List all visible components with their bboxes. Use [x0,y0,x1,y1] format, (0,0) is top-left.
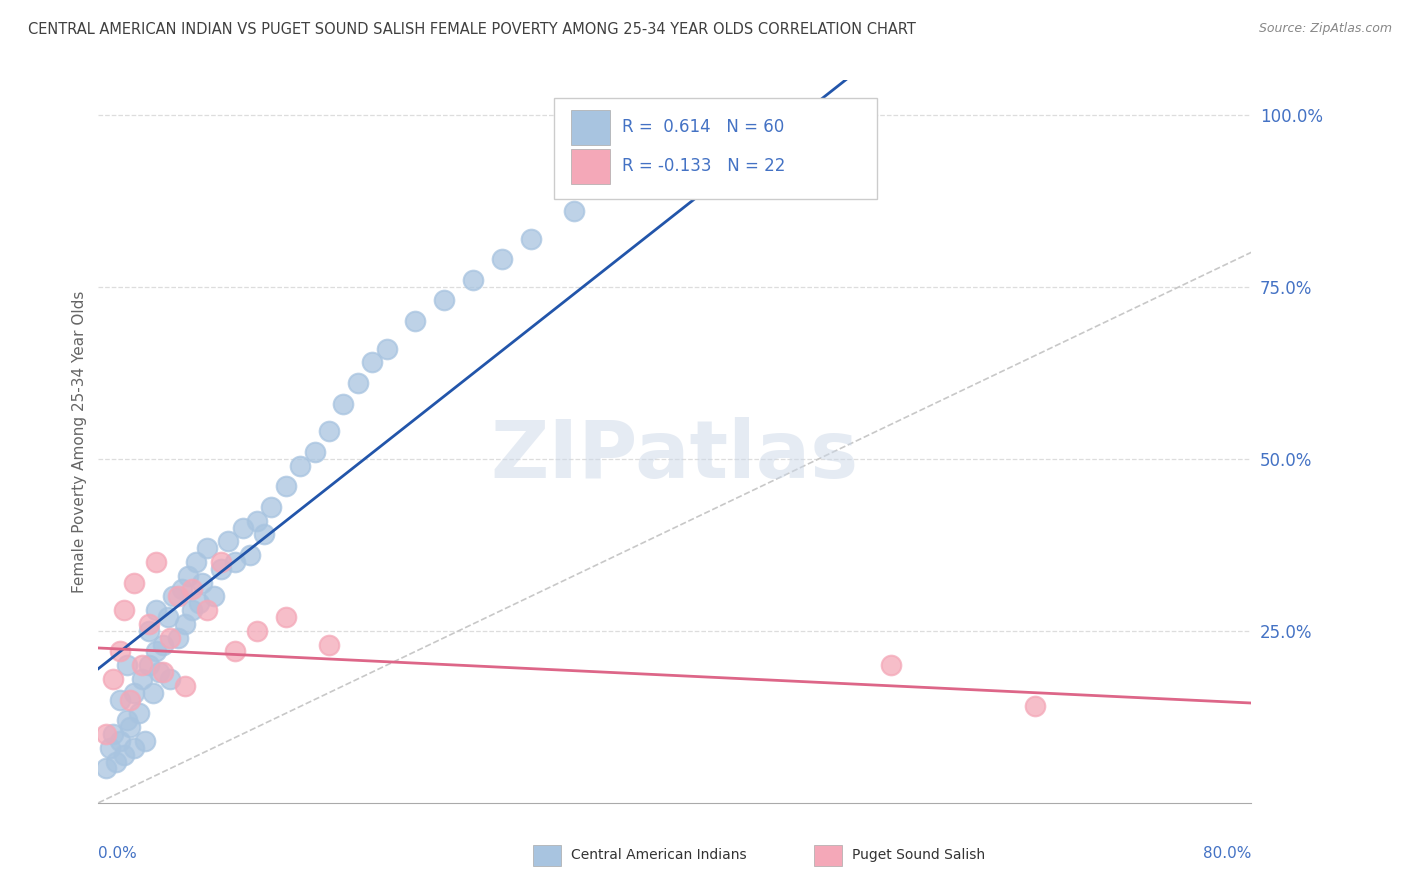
Point [181,603,204,617]
Point [131,672,153,686]
Point [98,740,121,755]
Point [224,555,246,569]
Point [209,555,232,569]
Point [138,616,160,631]
Point [162,590,184,604]
Point [108,644,131,658]
Point [101,727,124,741]
Point [405,314,427,328]
Text: CENTRAL AMERICAN INDIAN VS PUGET SOUND SALISH FEMALE POVERTY AMONG 25-34 YEAR OL: CENTRAL AMERICAN INDIAN VS PUGET SOUND S… [28,22,915,37]
Point [433,293,456,308]
Point [1024,699,1046,714]
Point [246,514,269,528]
Point [191,575,214,590]
Point [562,204,585,219]
Point [318,424,340,438]
Point [181,582,204,597]
Point [174,679,197,693]
Point [491,252,513,267]
Point [134,734,156,748]
Point [145,644,167,658]
Point [108,692,131,706]
Point [217,534,239,549]
Point [94,727,117,741]
Text: Puget Sound Salish: Puget Sound Salish [852,848,986,863]
Point [124,740,146,755]
Point [195,541,218,556]
Y-axis label: Female Poverty Among 25-34 Year Olds: Female Poverty Among 25-34 Year Olds [72,291,87,592]
Point [260,500,283,514]
Point [131,658,153,673]
Point [94,761,117,775]
Point [152,665,174,679]
Point [253,527,276,541]
FancyBboxPatch shape [571,110,610,145]
Point [693,149,716,163]
Point [152,638,174,652]
Point [145,603,167,617]
Point [156,610,179,624]
Point [304,445,326,459]
Point [159,672,181,686]
Point [209,562,232,576]
Point [202,590,225,604]
Point [166,590,188,604]
Point [174,616,197,631]
Point [117,713,139,727]
Point [620,177,643,191]
Point [274,479,297,493]
Text: ZIPatlas: ZIPatlas [491,417,859,495]
Point [332,397,354,411]
Point [120,692,142,706]
Point [138,624,160,638]
Point [520,231,543,245]
Point [117,658,139,673]
Point [142,686,165,700]
Point [274,610,297,624]
Point [188,596,211,610]
Point [112,747,135,762]
Text: 80.0%: 80.0% [1204,847,1251,861]
Text: Source: ZipAtlas.com: Source: ZipAtlas.com [1258,22,1392,36]
Point [375,342,398,356]
Point [101,672,124,686]
Text: Central American Indians: Central American Indians [571,848,747,863]
Point [195,603,218,617]
Point [108,734,131,748]
Point [239,548,262,562]
Point [145,555,167,569]
Point [124,686,146,700]
Point [148,665,170,679]
Point [224,644,246,658]
Point [120,720,142,734]
Point [880,658,903,673]
Text: R = -0.133   N = 22: R = -0.133 N = 22 [621,157,785,175]
FancyBboxPatch shape [571,149,610,185]
Point [231,520,254,534]
Point [159,631,181,645]
Point [290,458,312,473]
FancyBboxPatch shape [554,98,877,200]
Point [361,355,384,369]
Point [186,555,208,569]
Point [246,624,269,638]
Point [779,121,801,136]
Point [104,755,127,769]
Point [170,582,193,597]
Point [138,658,160,673]
Text: 0.0%: 0.0% [98,847,138,861]
Point [346,376,368,390]
Point [318,638,340,652]
Point [128,706,150,721]
Point [461,273,484,287]
Text: R =  0.614   N = 60: R = 0.614 N = 60 [621,119,785,136]
Point [166,631,188,645]
Point [112,603,135,617]
Point [177,568,200,582]
Point [124,575,146,590]
